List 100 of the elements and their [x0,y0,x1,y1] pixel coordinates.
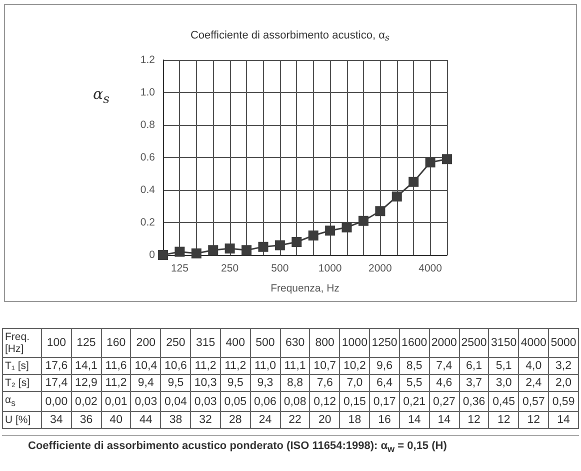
point [274,240,285,250]
category-label: 100 [42,328,72,358]
y-axis-title: α$_{s}$ [93,85,110,106]
data-label: 32 [190,412,220,429]
category-label: 4000 [518,328,549,358]
data-label: 9,4 [130,374,161,392]
category-label: 160 [101,328,131,358]
data-label: 3,2 [548,358,578,374]
data-label: 10,7 [310,358,340,374]
x-tick-label: 1000 [318,262,342,274]
data-label: 36 [71,412,102,429]
point [342,222,352,232]
data-label: 44 [130,412,161,429]
data-label: 11,0 [250,358,280,374]
x-tick-label: 4000 [418,262,442,274]
legend-label: T₁ [s] [2,358,42,374]
point [425,157,436,168]
data-label: 14 [399,412,430,429]
point [158,250,168,260]
data-label: 40 [101,412,131,429]
data-label: 3,7 [459,374,489,392]
data-label: 20 [310,412,340,429]
data-label: 0,12 [310,392,340,412]
data-label: 0,17 [370,392,400,412]
category-label: 125 [71,328,102,358]
category-label: 500 [250,328,280,358]
text: Coefficiente di assorbimento acustico ponderato (ISO 11654:1998): α$_{w}$ = 0,15 (H) [2,435,579,454]
data-label: 7,0 [340,374,370,392]
data-label: 12 [459,412,489,429]
category-label: 315 [190,328,220,358]
data-label: 17,4 [42,374,72,392]
data-label: 6,4 [370,374,400,392]
point [258,242,268,252]
data-label: 14 [429,412,460,429]
data-label: 10,3 [190,374,220,392]
data-label: 2,4 [518,374,549,392]
legend-label: T₂ [s] [2,374,42,392]
y-tick-label: 0.4 [140,184,156,196]
point [325,226,336,236]
x-tick-label: 125 [170,262,189,274]
y-tick-label: 1.0 [140,86,156,98]
category-label: 3150 [488,328,519,358]
data-label: 6,1 [459,358,489,374]
x-tick-label: 500 [271,262,289,274]
data-label: 0,03 [190,392,220,412]
point [358,216,368,226]
data-label: 0,04 [160,392,191,412]
data-label: 0,27 [429,392,460,412]
data-label: 7,6 [310,374,340,392]
category-label: 400 [220,328,250,358]
category-label: 800 [310,328,340,358]
data-label: 11,2 [190,358,220,374]
text: Freq. [Hz] [2,328,42,358]
data-label: 3,0 [488,374,519,392]
category-label: 1600 [399,328,430,358]
x-tick-label: 250 [221,262,239,274]
point [408,176,419,187]
data-label: 0,03 [130,392,161,412]
data-label: 0,08 [280,392,310,412]
data-label: 5,1 [488,358,519,374]
point [208,245,218,256]
y-tick-label: 0.8 [140,119,156,131]
data-label: 28 [220,412,250,429]
data-label: 24 [250,412,280,429]
data-label: 0,06 [250,392,280,412]
data-label: 11,1 [280,358,310,374]
data-label: 22 [280,412,310,429]
point [224,244,235,254]
y-tick-label: 0 [149,249,156,261]
point [375,206,386,216]
data-label: 10,2 [340,358,370,374]
data-label: 5,5 [399,374,430,392]
data-label: 0,57 [518,392,549,412]
data-label: 10,4 [130,358,161,374]
category-label: 2000 [429,328,460,358]
data-label: 11,6 [101,358,131,374]
data-label: 0,00 [42,392,72,412]
data-label: 2,0 [548,374,578,392]
data-label: 9,5 [220,374,250,392]
data-label: 9,5 [160,374,191,392]
point [292,237,302,247]
data-label: 12 [488,412,519,429]
data-label: 14 [548,412,578,429]
data-label: 9,3 [250,374,280,392]
x-tick-label: 2000 [368,262,392,274]
legend-label: U [%] [2,412,42,429]
data-label: 14,1 [71,358,102,374]
point [392,192,402,202]
data-label: 0,15 [340,392,370,412]
point [308,230,318,240]
data-label: 18 [340,412,370,429]
y-tick-label: 0.2 [140,216,156,228]
data-label: 8,5 [399,358,430,374]
data-label: 0,05 [220,392,250,412]
data-label: 16 [370,412,400,429]
data-label: 0,36 [459,392,489,412]
data-label: 0,45 [488,392,519,412]
data-label: 34 [42,412,72,429]
data-label: 12 [518,412,549,429]
category-label: 1000 [340,328,370,358]
